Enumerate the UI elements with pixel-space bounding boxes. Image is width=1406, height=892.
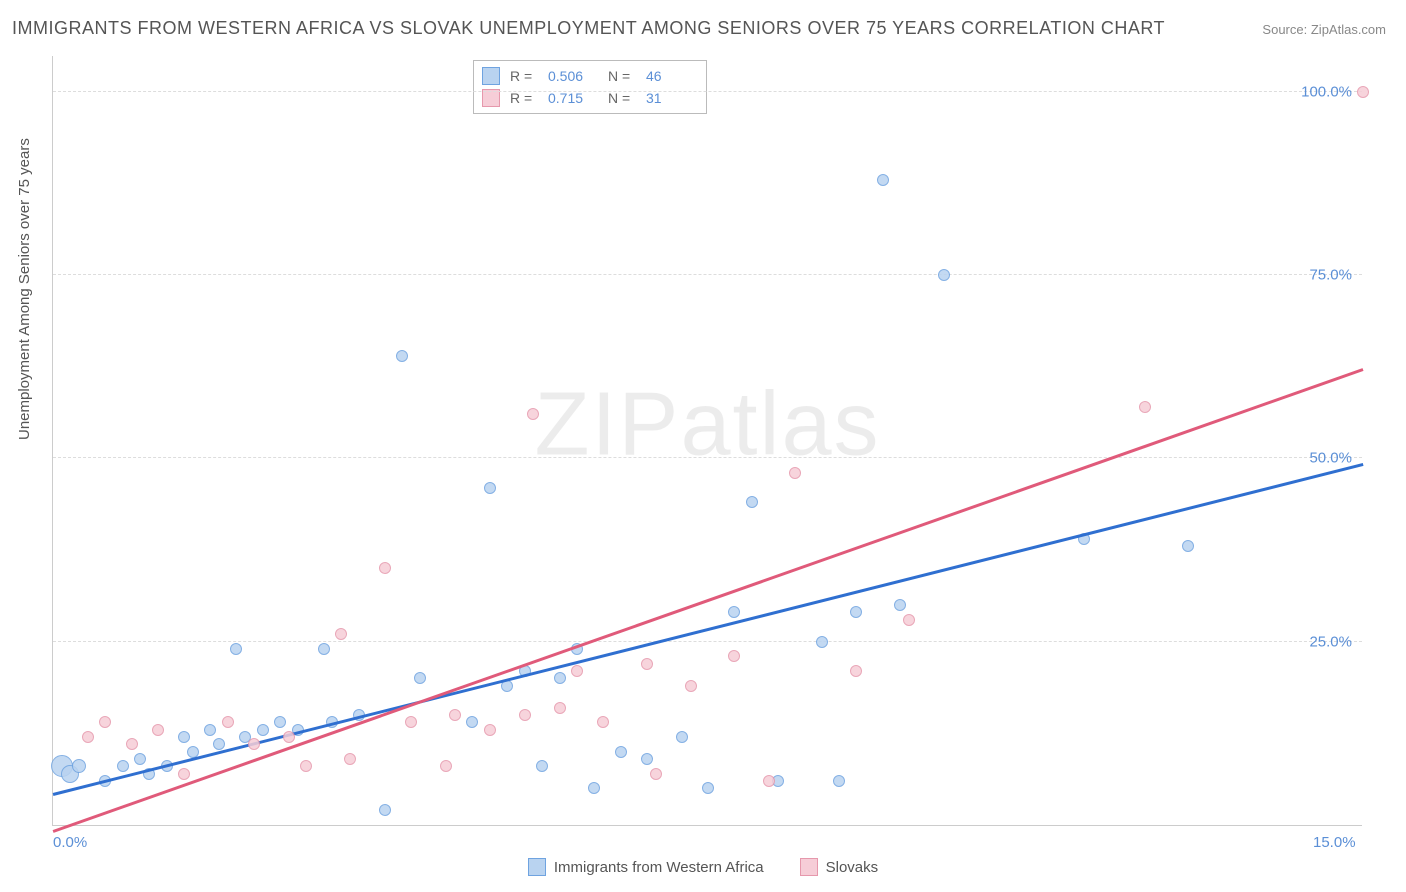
data-point [728,606,740,618]
data-point [685,680,697,692]
data-point [850,665,862,677]
data-point [178,768,190,780]
source-label: Source: [1262,22,1307,37]
data-point [379,804,391,816]
data-point [588,782,600,794]
data-point [134,753,146,765]
data-point [728,650,740,662]
data-point [1139,401,1151,413]
data-point [903,614,915,626]
data-point [335,628,347,640]
data-point [554,672,566,684]
stats-legend: R =0.506N =46R =0.715N =31 [473,60,707,114]
data-point [833,775,845,787]
data-point [789,467,801,479]
data-point [527,408,539,420]
data-point [571,665,583,677]
y-axis-title: Unemployment Among Seniors over 75 years [16,138,33,440]
data-point [379,562,391,574]
trend-line [53,368,1364,832]
watermark: ZIPatlas [534,374,880,477]
ytick-label: 100.0% [1301,83,1352,100]
legend-swatch [482,67,500,85]
gridline [53,641,1362,642]
legend-swatch [800,858,818,876]
data-point [894,599,906,611]
data-point [204,724,216,736]
xtick-label: 15.0% [1313,834,1356,851]
legend-item: Slovaks [800,858,879,876]
ytick-label: 25.0% [1309,633,1352,650]
data-point [938,269,950,281]
data-point [1357,86,1369,98]
data-point [650,768,662,780]
data-point [283,731,295,743]
data-point [117,760,129,772]
data-point [248,738,260,750]
data-point [615,746,627,758]
data-point [1182,540,1194,552]
legend-swatch [482,89,500,107]
data-point [597,716,609,728]
data-point [99,716,111,728]
ytick-label: 50.0% [1309,450,1352,467]
data-point [72,759,86,773]
data-point [484,482,496,494]
source-attribution: Source: ZipAtlas.com [1262,22,1386,37]
source-name: ZipAtlas.com [1311,22,1386,37]
legend-label: Immigrants from Western Africa [554,859,764,876]
data-point [850,606,862,618]
data-point [554,702,566,714]
ytick-label: 75.0% [1309,267,1352,284]
data-point [484,724,496,736]
xtick-label: 0.0% [53,834,87,851]
gridline [53,274,1362,275]
data-point [466,716,478,728]
data-point [274,716,286,728]
data-point [536,760,548,772]
data-point [230,643,242,655]
data-point [257,724,269,736]
data-point [152,724,164,736]
stats-row: R = 0.506 N = 46 [482,65,696,87]
data-point [816,636,828,648]
legend-swatch [528,858,546,876]
r-value: 0.506 [548,65,598,87]
data-point [213,738,225,750]
data-point [126,738,138,750]
legend-item: Immigrants from Western Africa [528,858,764,876]
legend-label: Slovaks [826,859,879,876]
data-point [414,672,426,684]
data-point [178,731,190,743]
n-value: 46 [646,65,696,87]
data-point [449,709,461,721]
n-label: N = [608,65,636,87]
data-point [641,658,653,670]
gridline [53,91,1362,92]
data-point [676,731,688,743]
data-point [405,716,417,728]
data-point [746,496,758,508]
data-point [396,350,408,362]
r-label: R = [510,65,538,87]
data-point [877,174,889,186]
data-point [318,643,330,655]
gridline [53,457,1362,458]
data-point [440,760,452,772]
data-point [82,731,94,743]
data-point [300,760,312,772]
plot-area: ZIPatlas R =0.506N =46R =0.715N =31 25.0… [52,56,1362,826]
data-point [641,753,653,765]
data-point [763,775,775,787]
data-point [519,709,531,721]
bottom-legend: Immigrants from Western Africa Slovaks [0,858,1406,880]
data-point [222,716,234,728]
chart-title: IMMIGRANTS FROM WESTERN AFRICA VS SLOVAK… [12,18,1165,39]
data-point [702,782,714,794]
data-point [344,753,356,765]
